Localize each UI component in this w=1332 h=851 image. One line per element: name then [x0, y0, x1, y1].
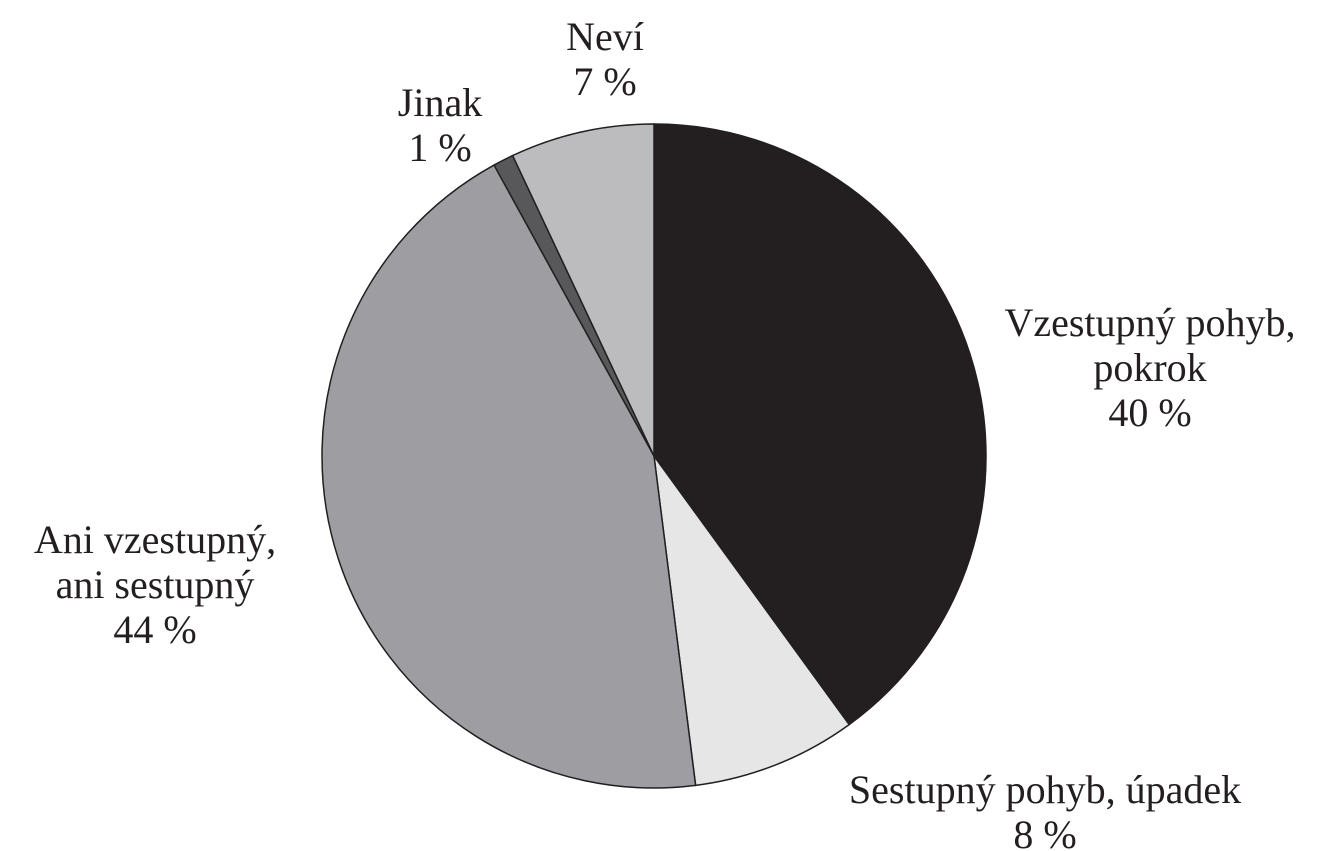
category-label: Vzestupný pohyb, pokrok	[1004, 300, 1296, 390]
slice-label: Ani vzestupný, ani sestupný 44 %	[5, 517, 305, 652]
category-label: Ani vzestupný, ani sestupný	[33, 517, 277, 607]
category-label: Jinak	[397, 80, 483, 125]
category-label: Neví	[566, 14, 644, 59]
value-label: 40 %	[1108, 390, 1192, 435]
value-label: 8 %	[1013, 812, 1077, 851]
pie-slice	[321, 164, 697, 789]
pie-slice	[511, 123, 655, 457]
pie-slice	[653, 455, 851, 787]
value-label: 44 %	[113, 607, 197, 652]
value-label: 1 %	[408, 125, 472, 170]
slice-label: Neví 7 %	[505, 14, 705, 104]
slice-label: Vzestupný pohyb, pokrok 40 %	[960, 300, 1332, 435]
slice-label: Sestupný pohyb, úpadek 8 %	[745, 767, 1332, 851]
pie-slice	[653, 123, 987, 726]
category-label: Sestupný pohyb, úpadek	[848, 767, 1242, 812]
slice-label: Jinak 1 %	[340, 80, 540, 170]
value-label: 7 %	[573, 59, 637, 104]
